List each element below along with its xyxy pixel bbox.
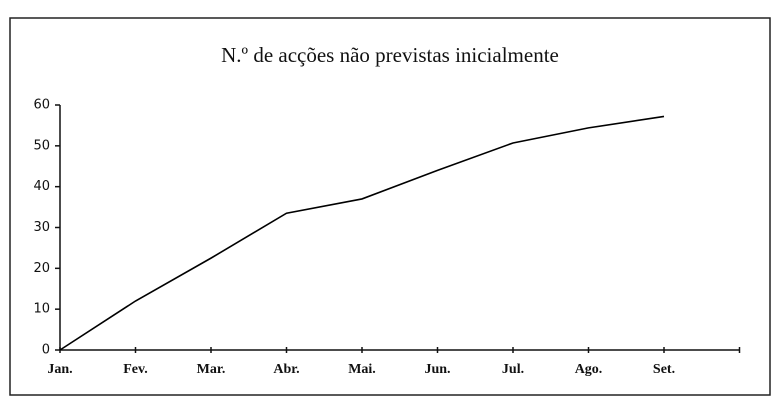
x-tick-label: Mai. — [348, 362, 376, 377]
x-tick-label: Abr. — [273, 362, 299, 377]
x-tick-label: Jul. — [502, 362, 524, 377]
chart-title: N.º de acções não previstas inicialmente — [221, 43, 559, 67]
chart-frame — [9, 17, 771, 396]
y-tick-label: 40 — [33, 179, 50, 194]
x-tick-label: Fev. — [123, 362, 148, 377]
y-tick-label: 50 — [33, 138, 50, 153]
x-tick-label: Jan. — [47, 362, 72, 377]
y-tick-label: 20 — [33, 261, 50, 276]
x-tick-label: Mar. — [197, 362, 226, 377]
y-tick-label: 0 — [42, 343, 50, 358]
x-tick-label: Jun. — [424, 362, 450, 377]
y-tick-label: 10 — [33, 302, 50, 317]
y-tick-label: 60 — [33, 98, 50, 113]
x-tick-label: Ago. — [575, 362, 603, 377]
y-tick-label: 30 — [33, 220, 50, 235]
x-tick-label: Set. — [653, 362, 675, 377]
data-line — [59, 115, 665, 351]
